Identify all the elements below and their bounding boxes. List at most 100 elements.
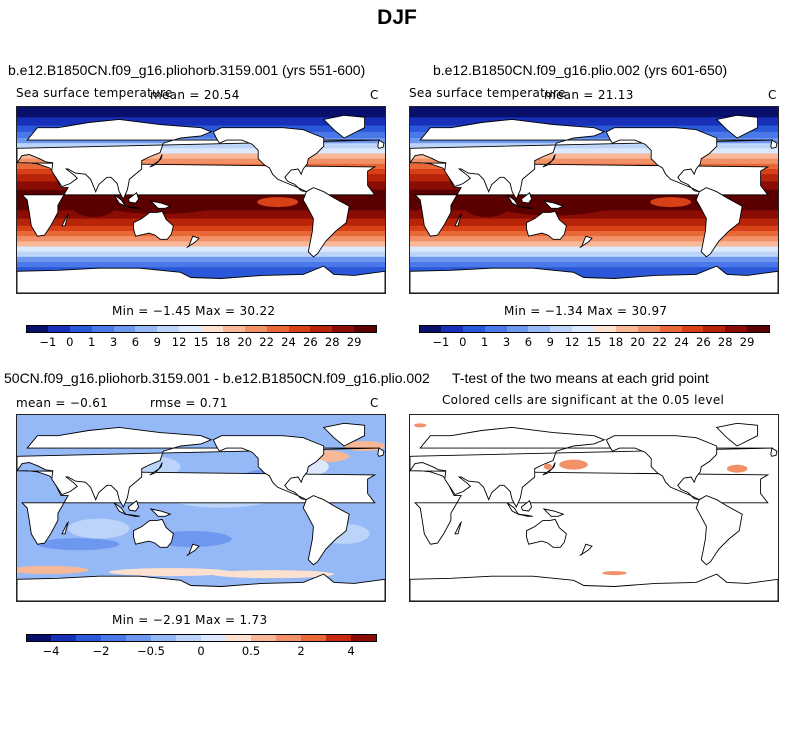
panel3-unit: C bbox=[370, 396, 379, 410]
colorbar-swatch bbox=[594, 325, 617, 333]
landmass bbox=[133, 210, 174, 240]
sst-band bbox=[17, 143, 385, 149]
landmass bbox=[61, 212, 69, 227]
colorbar-tick-label: 3 bbox=[502, 335, 511, 349]
sst-band bbox=[17, 241, 385, 247]
sst-band bbox=[17, 218, 385, 227]
cold-tongue bbox=[650, 197, 692, 208]
sst-band bbox=[410, 143, 778, 149]
landmass-layer bbox=[17, 114, 385, 293]
colorbar-tick-label: 26 bbox=[696, 335, 711, 349]
figure-title: DJF bbox=[377, 6, 417, 29]
colorbar-tick-label: 12 bbox=[171, 335, 187, 349]
sst-band bbox=[410, 218, 778, 227]
colorbar-tick-label: 29 bbox=[739, 335, 755, 349]
sst-band bbox=[410, 231, 778, 237]
sst-band bbox=[410, 210, 778, 220]
sst-band bbox=[17, 231, 385, 237]
colorbar-swatch bbox=[26, 634, 52, 642]
significant-cell bbox=[414, 423, 427, 428]
colorbar-tick-label: 6 bbox=[131, 335, 140, 349]
panel1-mean: mean = 20.54 bbox=[150, 88, 240, 102]
panel4-map bbox=[409, 414, 779, 602]
colorbar-swatch bbox=[244, 325, 268, 333]
colorbar-tick-label: 1 bbox=[87, 335, 96, 349]
landmass bbox=[526, 518, 567, 548]
colorbar-tick-label: −1 bbox=[39, 335, 57, 349]
colorbar-swatch bbox=[637, 325, 661, 333]
panel2-map bbox=[409, 106, 779, 294]
colorbar-swatch bbox=[725, 325, 748, 333]
landmass bbox=[377, 447, 385, 457]
sst-band bbox=[17, 148, 385, 154]
sst-band bbox=[410, 262, 778, 268]
diff-patch bbox=[17, 566, 89, 574]
sst-band bbox=[410, 225, 778, 232]
colorbar-tick-label: −2 bbox=[92, 644, 110, 658]
landmass bbox=[377, 139, 385, 149]
colorbar-swatch bbox=[266, 325, 289, 333]
landmass bbox=[410, 118, 773, 201]
colorbar-tick-label: 2 bbox=[297, 644, 305, 658]
sst-band bbox=[17, 251, 385, 258]
colorbar-tick-label: 18 bbox=[608, 335, 624, 349]
panel2-minmax: Min = −1.34 Max = 30.97 bbox=[504, 304, 668, 318]
panel4-title: T-test of the two means at each grid poi… bbox=[452, 370, 709, 386]
sst-band bbox=[17, 246, 385, 253]
panel2-title: b.e12.B1850CN.f09_g16.plio.002 (yrs 601-… bbox=[433, 62, 728, 78]
colorbar-swatch bbox=[484, 325, 507, 333]
landmass bbox=[133, 518, 174, 548]
colorbar-swatch bbox=[201, 325, 224, 333]
panel2-unit: C bbox=[768, 88, 777, 102]
colorbar-swatch bbox=[222, 325, 246, 333]
colorbar-tick-label: 20 bbox=[630, 335, 646, 349]
colorbar-swatch bbox=[550, 325, 573, 333]
sst-band bbox=[410, 251, 778, 258]
landmass bbox=[17, 426, 380, 509]
warm-pool bbox=[71, 193, 117, 218]
landmass bbox=[542, 462, 556, 476]
colorbar-tick-label: 9 bbox=[546, 335, 554, 349]
landmass bbox=[770, 139, 778, 149]
colorbar-swatch bbox=[703, 325, 726, 333]
panel1-minmax: Min = −1.45 Max = 30.22 bbox=[112, 304, 276, 318]
panel3-colorbar: −4 −2 −0.5 0 0.5 2 4 bbox=[26, 634, 377, 660]
sst-band bbox=[410, 241, 778, 247]
colorbar-swatch bbox=[681, 325, 704, 333]
colorbar-tick-label: 26 bbox=[303, 335, 318, 349]
sst-band bbox=[410, 246, 778, 253]
landmass bbox=[149, 462, 163, 476]
sst-band bbox=[17, 210, 385, 220]
colorbar-swatch bbox=[351, 634, 377, 642]
colorbar-swatch bbox=[176, 634, 202, 642]
colorbar-swatch bbox=[462, 325, 486, 333]
colorbar-swatch bbox=[332, 325, 355, 333]
landmass bbox=[542, 154, 556, 168]
colorbar-tick-label: 15 bbox=[586, 335, 602, 349]
significant-cell bbox=[543, 463, 553, 470]
panel1-map bbox=[16, 106, 386, 294]
colorbar-tick-label: 0.5 bbox=[241, 644, 261, 658]
sst-band bbox=[410, 117, 778, 127]
landmass bbox=[454, 520, 462, 535]
landmass bbox=[605, 435, 718, 501]
landmass bbox=[125, 205, 140, 209]
panel1-colorbar: −1 0 1 3 6 9 12 15 18 20 22 24 26 28 29 bbox=[26, 325, 377, 351]
panel1-title: b.e12.B1850CN.f09_g16.pliohorb.3159.001 … bbox=[8, 62, 366, 78]
landmass bbox=[542, 508, 565, 517]
landmass bbox=[542, 200, 565, 209]
colorbar-swatch bbox=[528, 325, 551, 333]
colorbar-swatch bbox=[419, 325, 442, 333]
significant-cell bbox=[726, 464, 748, 473]
sst-band bbox=[17, 153, 385, 160]
panel3-title: 50CN.f09_g16.pliohorb.3159.001 - b.e12.B… bbox=[4, 370, 430, 386]
landmass bbox=[410, 573, 778, 601]
colorbar-swatch bbox=[310, 325, 333, 333]
colorbar-swatch bbox=[126, 634, 152, 642]
colorbar-swatch bbox=[151, 634, 177, 642]
landmass bbox=[579, 235, 593, 248]
diff-patch bbox=[37, 538, 120, 551]
landmass bbox=[302, 495, 350, 566]
colorbar-tick-label: −1 bbox=[432, 335, 450, 349]
colorbar-tick-label: 1 bbox=[480, 335, 489, 349]
